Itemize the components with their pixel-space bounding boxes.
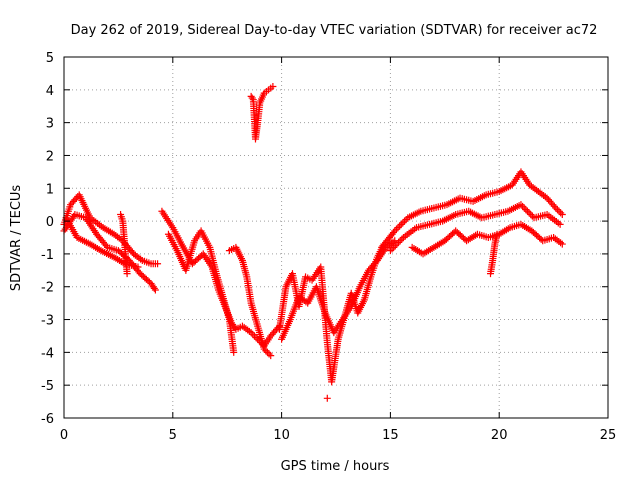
x-axis-label: GPS time / hours: [281, 459, 390, 474]
data-point: [123, 270, 131, 278]
data-point: [390, 243, 398, 251]
x-tick-label: 20: [491, 428, 508, 443]
data-point: [389, 229, 397, 237]
data-point: [517, 201, 525, 209]
data-point: [391, 227, 399, 235]
data-point: [150, 284, 158, 292]
data-point: [553, 206, 561, 214]
plot-frame: [63, 56, 609, 419]
data-point: [558, 211, 566, 219]
data-point: [269, 83, 277, 91]
data-point: [397, 220, 405, 228]
data-point: [393, 240, 401, 248]
data-point: [151, 286, 159, 294]
data-point: [250, 332, 258, 340]
data-point: [396, 222, 404, 230]
y-tick-label: -2: [41, 281, 54, 296]
y-tick-label: -5: [41, 379, 54, 394]
data-point: [522, 206, 530, 214]
data-point: [248, 94, 256, 102]
data-point: [262, 347, 270, 355]
data-point: [394, 224, 402, 232]
data-point: [386, 247, 394, 255]
data-point: [519, 202, 527, 210]
x-tick-label: 10: [273, 428, 290, 443]
y-axis-label: SDTVAR / TECUs: [9, 185, 24, 292]
data-point: [128, 248, 136, 256]
x-tick-label: 0: [60, 428, 68, 443]
data-point: [552, 204, 560, 212]
data-point: [537, 235, 545, 243]
data-point: [557, 209, 565, 217]
data-point: [388, 245, 396, 253]
y-tick-label: -6: [41, 412, 54, 427]
data-point: [267, 352, 275, 360]
data-point: [525, 209, 533, 217]
data-point: [134, 263, 142, 271]
y-tick-label: -4: [41, 346, 54, 361]
y-tick-label: -3: [41, 314, 54, 329]
y-tick-label: 3: [46, 117, 54, 132]
x-tick-label: 15: [382, 428, 399, 443]
data-point: [392, 225, 400, 233]
data-point: [555, 207, 563, 215]
x-tick-label: 25: [600, 428, 617, 443]
data-point: [395, 238, 403, 246]
data-point: [520, 204, 528, 212]
data-point: [550, 202, 558, 210]
data-point: [523, 207, 531, 215]
x-tick-label: 5: [169, 428, 177, 443]
data-point: [396, 237, 404, 245]
data-point: [260, 345, 268, 353]
data-point: [527, 211, 535, 219]
data-point: [252, 334, 260, 342]
data-point: [493, 230, 501, 238]
data-point: [230, 348, 238, 356]
y-tick-label: 2: [46, 149, 54, 164]
data-point: [391, 242, 399, 250]
data-point: [249, 330, 257, 338]
data-point: [556, 220, 564, 228]
data-point: [263, 348, 271, 356]
data-points: [60, 83, 566, 402]
data-point: [398, 235, 406, 243]
data-point: [399, 219, 407, 227]
data-point: [102, 242, 110, 250]
data-point: [558, 240, 566, 248]
data-point: [247, 329, 255, 337]
data-point: [372, 258, 380, 266]
data-point: [154, 260, 162, 268]
y-tick-label: -1: [41, 248, 54, 263]
y-tick-label: 5: [46, 51, 54, 66]
axis-ticks: 0 5 10 15 20 25 -6 -5 -4 -3 -2 -1 0 1 2 3 4 5: [41, 51, 616, 443]
gridlines: [64, 57, 608, 418]
y-tick-label: 1: [46, 182, 54, 197]
y-tick-label: 4: [46, 84, 54, 99]
y-tick-label: 0: [46, 215, 54, 230]
chart-title: Day 262 of 2019, Sidereal Day-to-day VTE…: [71, 23, 598, 38]
data-point: [528, 212, 536, 220]
data-point: [265, 350, 273, 358]
data-point: [323, 394, 331, 402]
data-point: [401, 217, 409, 225]
